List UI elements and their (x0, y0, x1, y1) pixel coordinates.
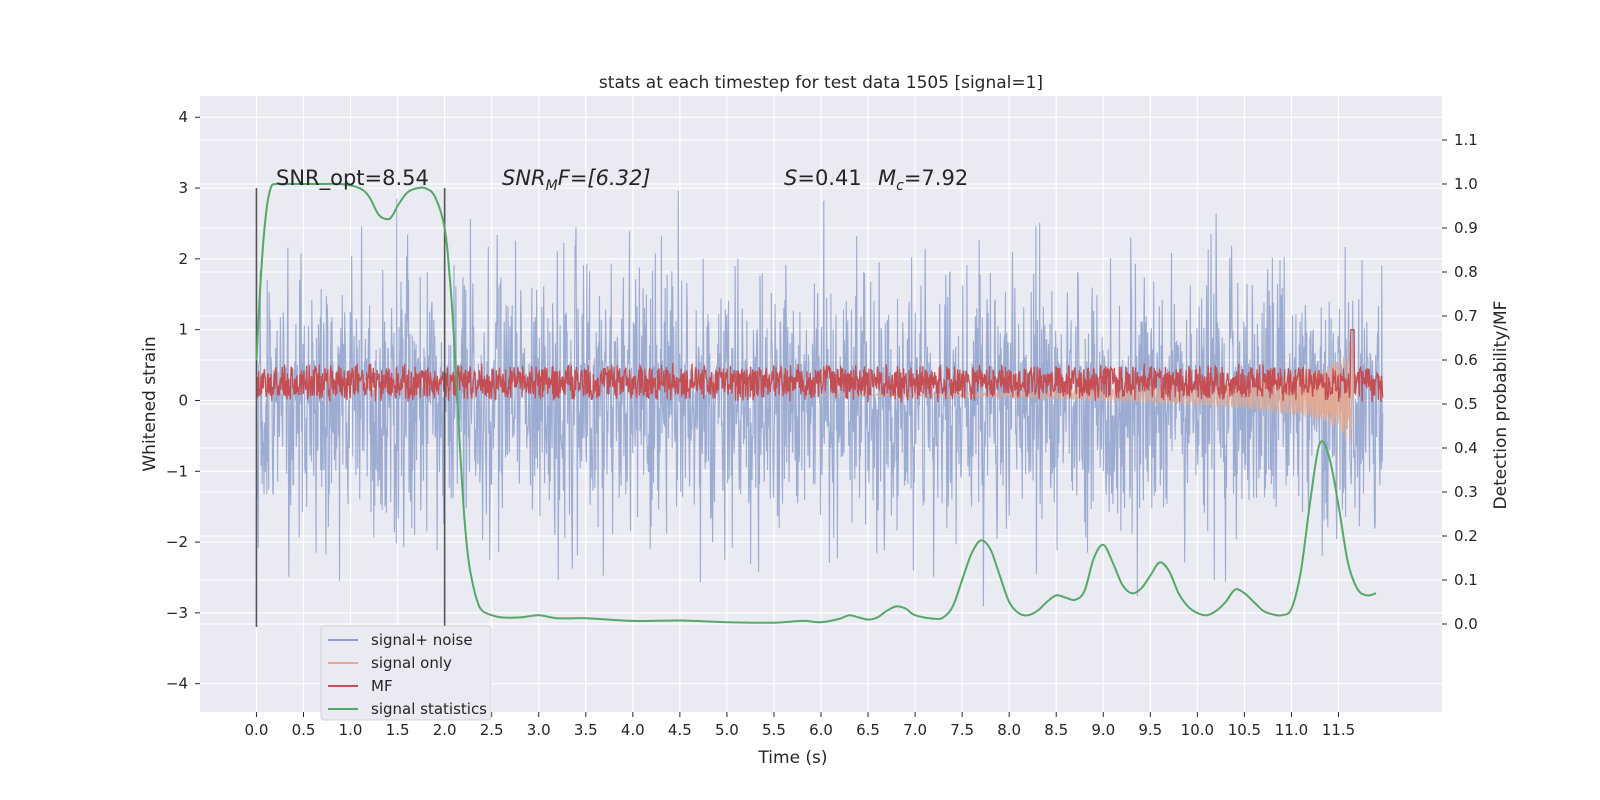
x-tick-label: 10.0 (1181, 721, 1214, 739)
y-tick-label: 1 (178, 321, 188, 339)
y-right-tick-label: 1.0 (1454, 175, 1478, 193)
y-tick-label: −3 (166, 604, 188, 622)
y-right-tick-label: 0.0 (1454, 615, 1478, 633)
x-tick-label: 2.5 (480, 721, 504, 739)
y-tick-label: 0 (178, 391, 188, 409)
y-right-tick-label: 0.4 (1454, 439, 1478, 457)
x-tick-label: 0.0 (245, 721, 269, 739)
x-axis-label: Time (s) (757, 748, 827, 768)
x-tick-label: 3.5 (574, 721, 598, 739)
x-tick-label: 4.5 (668, 721, 692, 739)
annotation-spin-value: =0.41 (797, 166, 861, 190)
legend-label-signal-only: signal only (371, 654, 452, 672)
x-tick-label: 3.0 (527, 721, 551, 739)
legend-label-signal-noise: signal+ noise (371, 631, 473, 649)
y-tick-label: −1 (166, 462, 188, 480)
y-tick-label: 3 (178, 179, 188, 197)
x-tick-label: 7.5 (950, 721, 974, 739)
y-right-tick-label: 0.7 (1454, 307, 1478, 325)
series-signal-statistics (255, 182, 1377, 624)
y-tick-label: 4 (178, 108, 188, 126)
y-right-tick-label: 0.8 (1454, 263, 1478, 281)
y-right-tick-label: 0.6 (1454, 351, 1478, 369)
y-axis-right-label: Detection probability/MF (1491, 301, 1511, 510)
x-tick-label: 1.0 (339, 721, 363, 739)
x-tick-label: 11.0 (1275, 721, 1308, 739)
y-right-tick-label: 0.2 (1454, 527, 1478, 545)
x-tick-label: 7.0 (903, 721, 927, 739)
legend-box (320, 625, 492, 721)
annotation-snr-mf-sub: M (546, 178, 558, 194)
y-right-tick-label: 0.9 (1454, 219, 1478, 237)
y-right-tick-label: 1.1 (1454, 131, 1478, 149)
legend-label-mf: MF (371, 677, 393, 695)
x-tick-label: 11.5 (1322, 721, 1355, 739)
y-tick-label: 2 (178, 250, 188, 268)
x-tick-label: 5.5 (762, 721, 786, 739)
x-tick-label: 0.5 (292, 721, 316, 739)
annotation-spin-symbol: S (784, 166, 797, 190)
y-tick-label: −4 (166, 675, 188, 693)
line-signal-statistics (255, 182, 1377, 624)
chart-title: stats at each timestep for test data 150… (599, 73, 1043, 93)
x-tick-label: 6.0 (809, 721, 833, 739)
y-axis-label: Whitened strain (140, 336, 160, 471)
x-tick-label: 5.0 (715, 721, 739, 739)
annotation-snr-opt: SNR_opt=8.54 (276, 166, 429, 191)
legend-label-signal-statistics: signal statistics (371, 700, 487, 718)
annotation-mc-symbol: M (878, 166, 896, 190)
y-right-tick-label: 0.1 (1454, 571, 1478, 589)
y-right-tick-label: 0.3 (1454, 483, 1478, 501)
annotation-snr-mf-rest: F=[6.32] (558, 166, 651, 190)
x-tick-label: 8.0 (997, 721, 1021, 739)
x-tick-label: 10.5 (1228, 721, 1261, 739)
vertical-markers (255, 188, 446, 628)
y-tick-label: −2 (166, 533, 188, 551)
x-tick-label: 1.5 (386, 721, 410, 739)
x-tick-label: 8.5 (1044, 721, 1068, 739)
annotation-chirp-mass: Mc=7.92 (878, 166, 968, 194)
axis-ticks: 0.0 0.5 1.0 1.5 2.0 2.5 3.0 3.5 4.0 4.5 5.0 5.5 6.0 6… (166, 108, 1478, 739)
y-right-tick-label: 0.5 (1454, 395, 1478, 413)
legend: signal+ noise signal only MF signal stat… (320, 625, 492, 721)
annotation-mc-value: =7.92 (904, 166, 968, 190)
x-tick-label: 9.0 (1091, 721, 1115, 739)
x-tick-label: 2.0 (433, 721, 457, 739)
x-tick-label: 6.5 (856, 721, 880, 739)
annotation-snr-mf-base: SNR (502, 166, 546, 190)
annotation-snr-mf: SNRMF=[6.32] (502, 166, 651, 194)
annotation-spin: S=0.41 (784, 166, 862, 190)
annotation-mc-sub: c (896, 178, 904, 194)
x-tick-label: 9.5 (1138, 721, 1162, 739)
x-tick-label: 4.0 (621, 721, 645, 739)
